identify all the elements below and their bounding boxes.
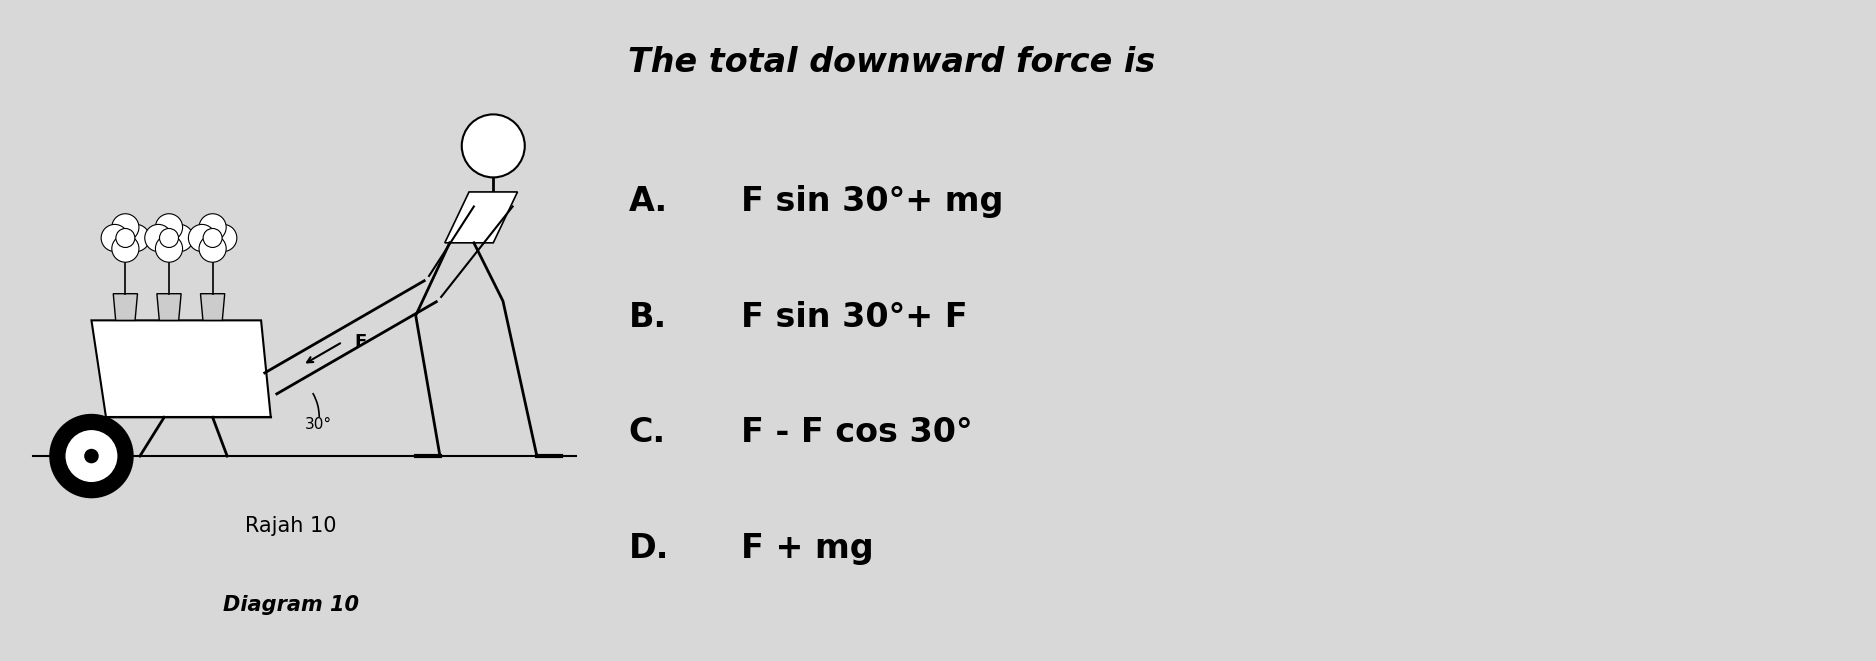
Circle shape xyxy=(101,224,128,252)
Circle shape xyxy=(51,415,133,497)
Polygon shape xyxy=(201,293,225,321)
Polygon shape xyxy=(158,293,182,321)
Circle shape xyxy=(66,430,118,483)
Text: F sin 30°+ mg: F sin 30°+ mg xyxy=(741,185,1004,218)
Polygon shape xyxy=(92,321,270,417)
Text: F: F xyxy=(355,332,368,351)
Circle shape xyxy=(461,114,525,177)
Circle shape xyxy=(116,229,135,247)
Text: B.: B. xyxy=(628,301,666,334)
Circle shape xyxy=(84,449,99,463)
Circle shape xyxy=(199,235,227,262)
Text: Rajah 10: Rajah 10 xyxy=(246,516,336,535)
Text: C.: C. xyxy=(628,416,666,449)
Polygon shape xyxy=(445,192,518,243)
Circle shape xyxy=(156,214,182,241)
Text: F - F cos 30°: F - F cos 30° xyxy=(741,416,972,449)
Text: A.: A. xyxy=(628,185,668,218)
Text: Diagram 10: Diagram 10 xyxy=(223,595,358,615)
Text: F sin 30°+ F: F sin 30°+ F xyxy=(741,301,968,334)
Circle shape xyxy=(167,224,193,252)
Circle shape xyxy=(210,224,236,252)
Circle shape xyxy=(188,224,216,252)
Circle shape xyxy=(144,224,173,252)
Circle shape xyxy=(113,235,139,262)
Circle shape xyxy=(203,229,221,247)
Polygon shape xyxy=(113,293,137,321)
Text: 30°: 30° xyxy=(304,417,332,432)
Text: D.: D. xyxy=(628,532,670,565)
Circle shape xyxy=(156,235,182,262)
Circle shape xyxy=(113,214,139,241)
Circle shape xyxy=(199,214,227,241)
Circle shape xyxy=(122,224,150,252)
Circle shape xyxy=(159,229,178,247)
Text: The total downward force is: The total downward force is xyxy=(628,46,1156,79)
Text: F + mg: F + mg xyxy=(741,532,874,565)
